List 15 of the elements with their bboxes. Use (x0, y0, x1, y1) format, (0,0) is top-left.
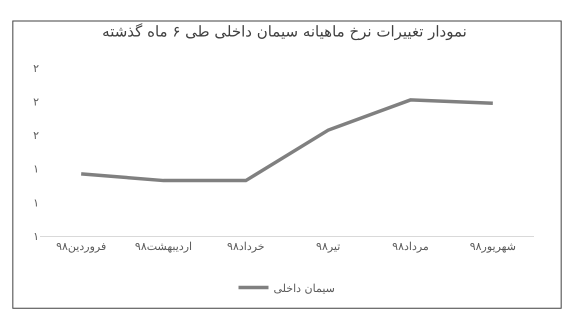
y-tick-label: ۲ (33, 95, 40, 108)
y-tick-label: ۱ (33, 196, 39, 210)
x-tick-label: تیر۹۸ (316, 240, 340, 254)
y-tick-label: ۱ (33, 162, 39, 176)
y-tick-label: ۱ (33, 230, 39, 243)
legend-label: سیمان داخلی (274, 282, 335, 295)
y-tick-label: ۲ (33, 129, 40, 142)
x-tick-label: مرداد۹۸ (392, 240, 429, 254)
x-tick-label: اردیبهشت۹۸ (134, 240, 192, 254)
x-tick-label: فروردین۹۸ (56, 240, 106, 254)
line-series (79, 98, 495, 182)
x-tick-label: شهریور۹۸ (470, 240, 516, 254)
chart-title: نمودار تغییرات نرخ ماهیانه سیمان داخلی طی ۶ ماه گذشته (102, 22, 467, 41)
y-tick-label: ۲ (33, 62, 40, 75)
x-tick-label: خرداد۹۸ (227, 240, 265, 254)
